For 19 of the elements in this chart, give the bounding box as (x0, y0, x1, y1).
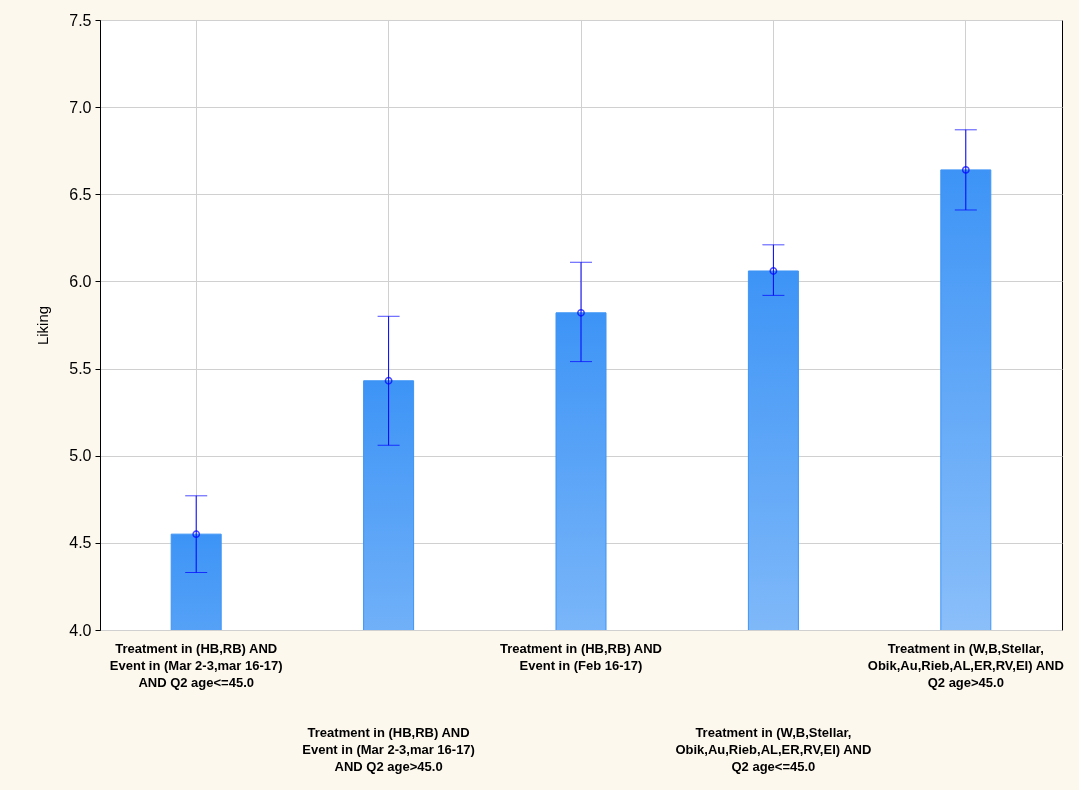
x-tick-label: Treatment in (HB,RB) AND Event in (Mar 2-3,mar 16-17) AND Q2 age<=45.0 (109, 640, 283, 690)
y-tick-label: 5.0 (69, 447, 92, 465)
x-tick-label: Treatment in (W,B,Stellar, Obik,Au,Rieb,AL,ER,RV,EI) AND Q2 age>45.0 (867, 640, 1064, 690)
y-tick-label: 4.5 (69, 534, 92, 552)
point (192, 530, 201, 539)
y-axis-title: Liking (34, 305, 52, 346)
x-tick-label: Treatment in (HB,RB) AND Event in (Mar 2-3,mar 16-17) AND Q2 age>45.0 (302, 724, 475, 774)
y-tick-label: 7.0 (69, 98, 92, 116)
y-tick-label: 4.0 (69, 621, 92, 639)
y-tick-label: 6.5 (69, 185, 92, 203)
point (961, 165, 970, 174)
y-tick-label: 5.5 (69, 360, 92, 378)
point (577, 308, 585, 317)
point (769, 267, 778, 275)
x-tick-label: Treatment in (HB,RB) AND Event in (Feb 16-17) (499, 640, 663, 673)
y-tick-label: 7.5 (69, 11, 92, 29)
point (384, 376, 393, 385)
x-tick-label: Treatment in (W,B,Stellar, Obik,Au,Rieb,AL,ER,RV,EI) AND Q2 age<=45.0 (675, 724, 872, 774)
y-tick-label: 6.0 (69, 272, 92, 290)
